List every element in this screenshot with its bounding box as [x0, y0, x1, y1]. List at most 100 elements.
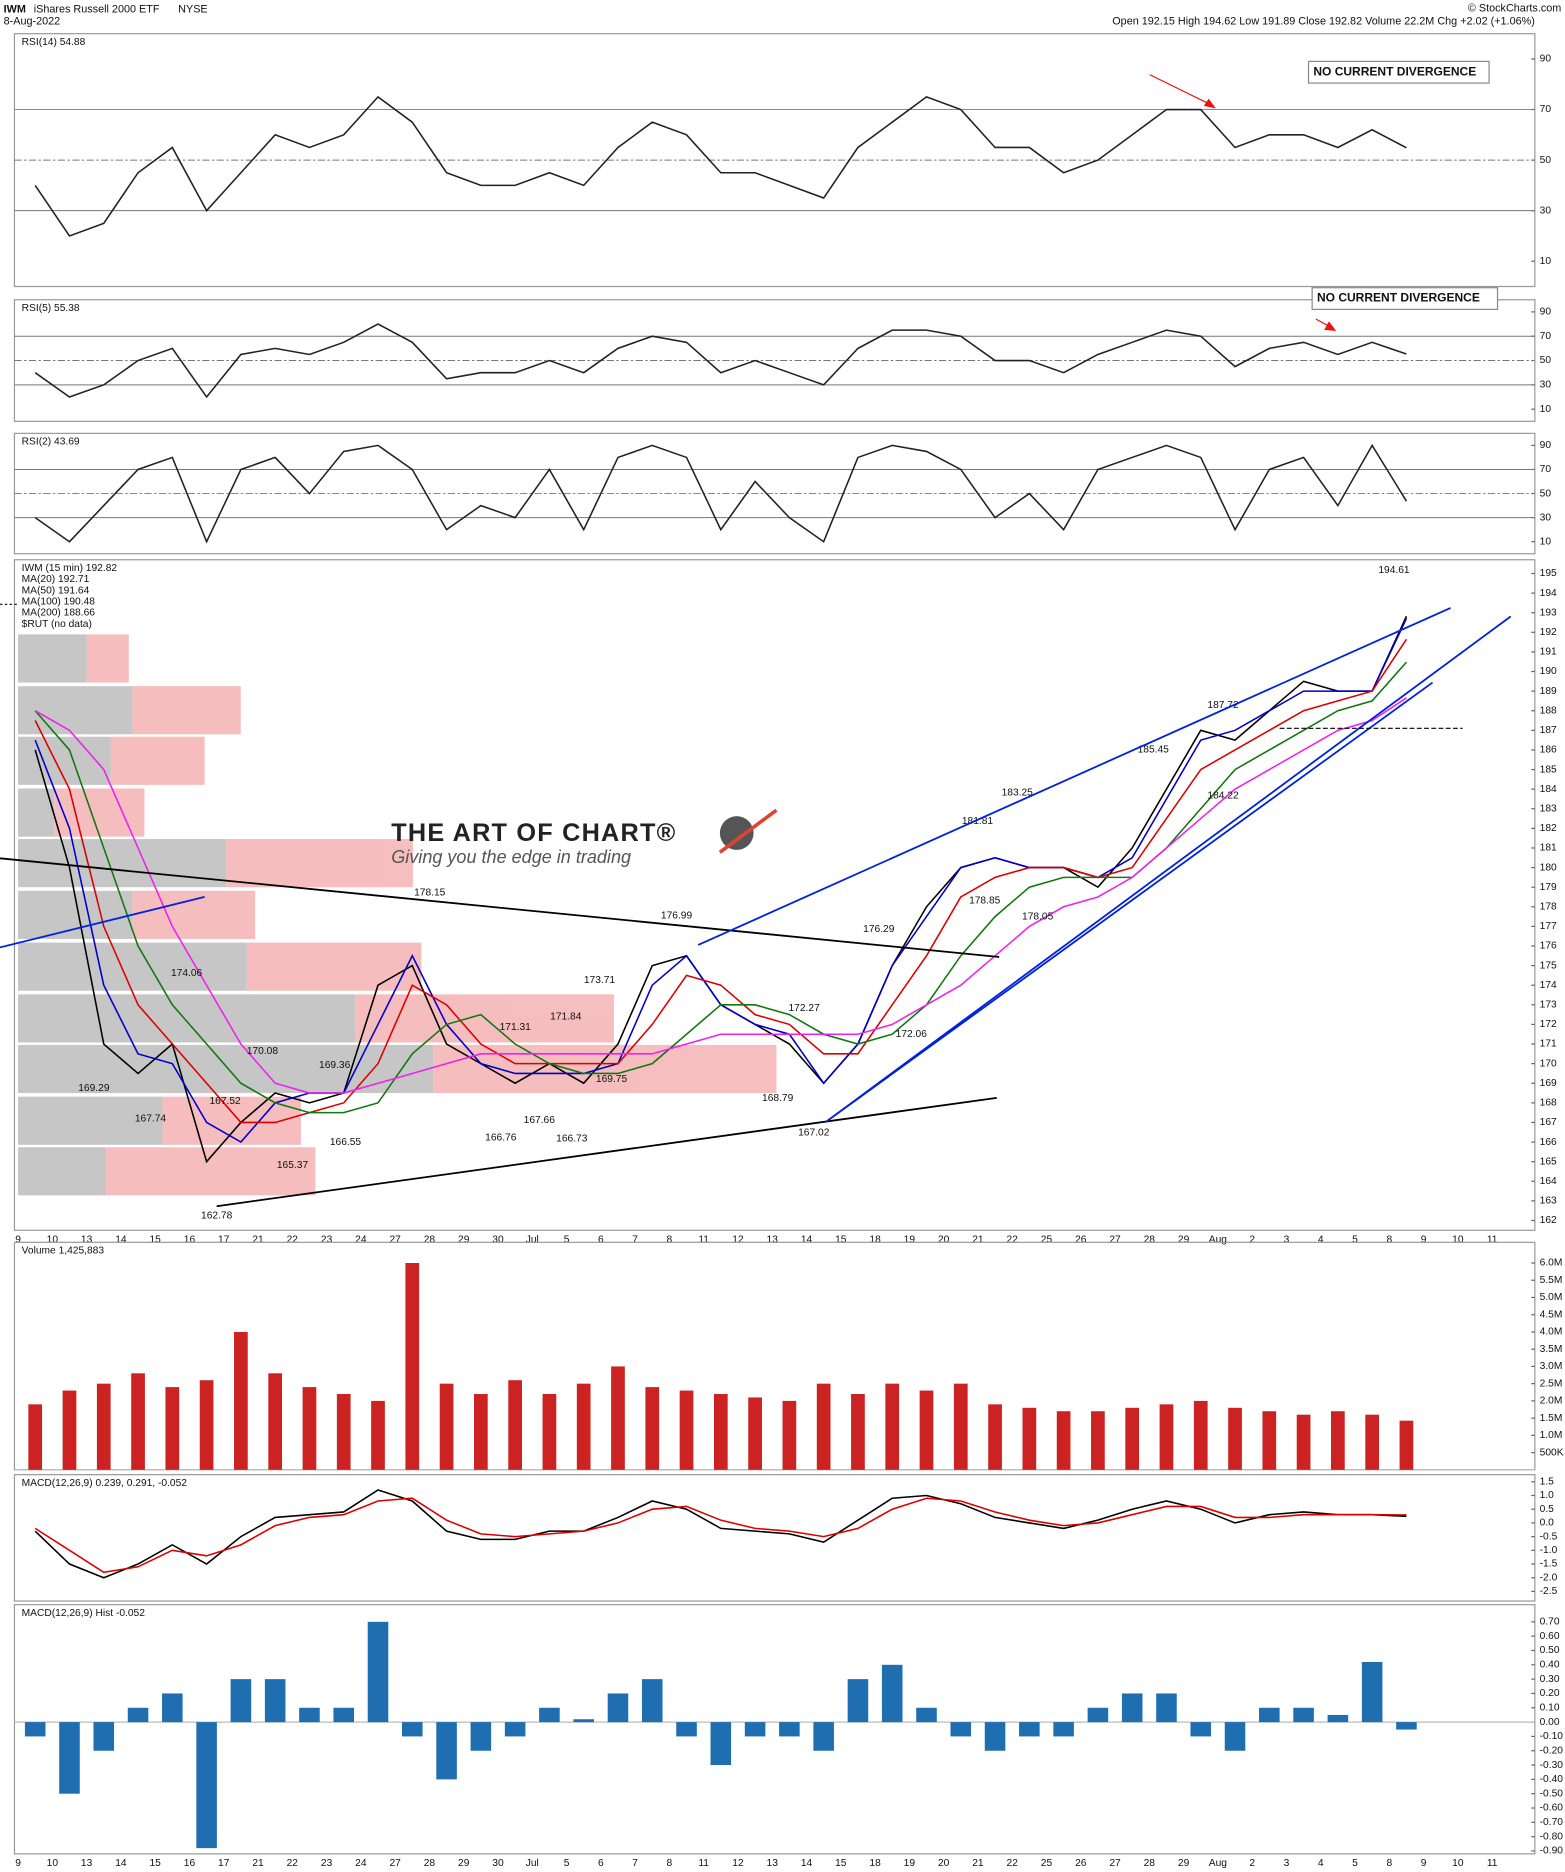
- bar: [748, 1397, 762, 1470]
- x-tick-label: 10: [47, 1858, 59, 1869]
- x-tick-label: 3: [1284, 1858, 1290, 1869]
- x-tick-label: 19: [904, 1858, 916, 1869]
- trend-line: [697, 607, 1451, 946]
- price-annotation: 176.99: [661, 910, 693, 921]
- x-tick-label: 14: [801, 1235, 813, 1246]
- header: IWM iShares Russell 2000 ETF NYSE 8-Aug-…: [4, 2, 1562, 27]
- x-tick-label: 21: [972, 1235, 984, 1246]
- panel-title: RSI(5) 55.38: [22, 303, 80, 314]
- x-tick-label: 13: [81, 1235, 93, 1246]
- y-tick-label: 90: [1540, 54, 1552, 65]
- y-tick-label: 162: [1540, 1215, 1557, 1226]
- x-tick-label: 15: [149, 1858, 161, 1869]
- y-tick-label: 171: [1540, 1039, 1557, 1050]
- plot-layer: RSI(14) 54.88 10 30 50 70 90 RSI(5) 55.38 10 30 5…: [13, 33, 1564, 1869]
- bar: [333, 1707, 355, 1723]
- note-text: NO CURRENT DIVERGENCE: [1317, 291, 1480, 305]
- x-tick-label: 22: [1007, 1235, 1019, 1246]
- bar: [919, 1390, 934, 1470]
- bar: [62, 1390, 77, 1470]
- legend-entry: IWM (15 min) 192.82: [22, 563, 118, 574]
- price-annotation: 183.25: [1002, 788, 1034, 799]
- x-tick-label: 29: [458, 1235, 470, 1246]
- credit: © StockCharts.com: [1468, 2, 1561, 14]
- x-tick-label: 17: [218, 1235, 230, 1246]
- bar: [573, 1719, 594, 1723]
- exchange: NYSE: [178, 3, 208, 15]
- price-annotation: 169.36: [319, 1060, 351, 1071]
- bar: [59, 1722, 80, 1794]
- y-tick-label: 189: [1540, 686, 1557, 697]
- note-box: [1307, 60, 1490, 84]
- y-tick-label: 0.50: [1540, 1645, 1560, 1656]
- x-tick-label: 25: [1041, 1235, 1053, 1246]
- profile-bar: [433, 1044, 777, 1094]
- x-tick-label: 8: [1386, 1235, 1392, 1246]
- bar: [988, 1404, 1002, 1470]
- x-tick-label: 13: [81, 1858, 93, 1869]
- y-tick-label: -0.50: [1540, 1788, 1564, 1799]
- series-line: [34, 95, 1407, 237]
- y-tick-label: 0.30: [1540, 1674, 1560, 1685]
- bar: [504, 1722, 526, 1737]
- y-tick-label: 0.20: [1540, 1688, 1560, 1699]
- bar: [1121, 1693, 1143, 1723]
- y-tick-label: 50: [1540, 488, 1552, 499]
- price-annotation: 166.76: [485, 1133, 517, 1144]
- y-tick-label: 5.0M: [1540, 1292, 1563, 1303]
- series-line: [34, 1497, 1407, 1574]
- y-tick-label: 1.0: [1540, 1490, 1555, 1501]
- x-tick-label: 14: [115, 1858, 127, 1869]
- security-name: iShares Russell 2000 ETF: [34, 3, 160, 15]
- y-tick-label: 3.0M: [1540, 1361, 1563, 1372]
- bar: [916, 1707, 937, 1723]
- x-tick-label: 25: [1041, 1858, 1053, 1869]
- panel-title: MACD(12,26,9) Hist -0.052: [22, 1608, 146, 1619]
- symbol: IWM: [4, 3, 26, 15]
- bar: [131, 1373, 145, 1470]
- series-line: [34, 1489, 1407, 1579]
- x-tick-label: 8: [1386, 1858, 1392, 1869]
- y-tick-label: 10: [1540, 256, 1552, 267]
- y-tick-label: -0.20: [1540, 1745, 1564, 1756]
- bar: [264, 1679, 286, 1723]
- y-tick-label: 164: [1540, 1176, 1557, 1187]
- y-tick-label: 5.5M: [1540, 1275, 1563, 1286]
- series-line: [34, 638, 1408, 1124]
- price-annotation: 162.78: [201, 1211, 233, 1222]
- note-text: NO CURRENT DIVERGENCE: [1313, 64, 1476, 78]
- x-tick-label: 24: [355, 1235, 367, 1246]
- x-tick-label: 5: [564, 1858, 570, 1869]
- x-tick-label: 8: [667, 1235, 673, 1246]
- bar: [93, 1722, 115, 1751]
- y-tick-label: 167: [1540, 1117, 1557, 1128]
- y-tick-label: 192: [1540, 627, 1557, 638]
- y-tick-label: -0.60: [1540, 1803, 1564, 1814]
- bar: [470, 1722, 492, 1751]
- panel-title: RSI(14) 54.88: [22, 37, 86, 48]
- divergence-arrow: [1149, 74, 1214, 107]
- bar: [230, 1679, 252, 1723]
- y-tick-label: 163: [1540, 1196, 1557, 1207]
- x-tick-label: 7: [632, 1235, 638, 1246]
- x-tick-label: 26: [1075, 1235, 1087, 1246]
- x-tick-label: 11: [1487, 1235, 1498, 1246]
- price-annotation: 165.37: [277, 1160, 309, 1171]
- y-tick-label: 178: [1540, 901, 1557, 912]
- y-tick-label: 0.00: [1540, 1717, 1560, 1728]
- bar: [439, 1383, 454, 1470]
- bar: [885, 1383, 900, 1470]
- x-tick-label: 20: [938, 1235, 950, 1246]
- y-tick-label: 166: [1540, 1137, 1557, 1148]
- x-tick-label: 9: [15, 1235, 21, 1246]
- x-tick-label: 5: [1352, 1858, 1358, 1869]
- y-tick-label: 1.0M: [1540, 1430, 1563, 1441]
- y-tick-label: 183: [1540, 803, 1557, 814]
- bar: [96, 1383, 111, 1470]
- bar: [1091, 1411, 1105, 1470]
- price-annotation: 173.71: [584, 975, 616, 986]
- y-tick-label: 185: [1540, 764, 1557, 775]
- price-annotation: 172.27: [789, 1003, 821, 1014]
- y-tick-label: -1.5: [1540, 1559, 1558, 1570]
- y-tick-label: 170: [1540, 1058, 1557, 1069]
